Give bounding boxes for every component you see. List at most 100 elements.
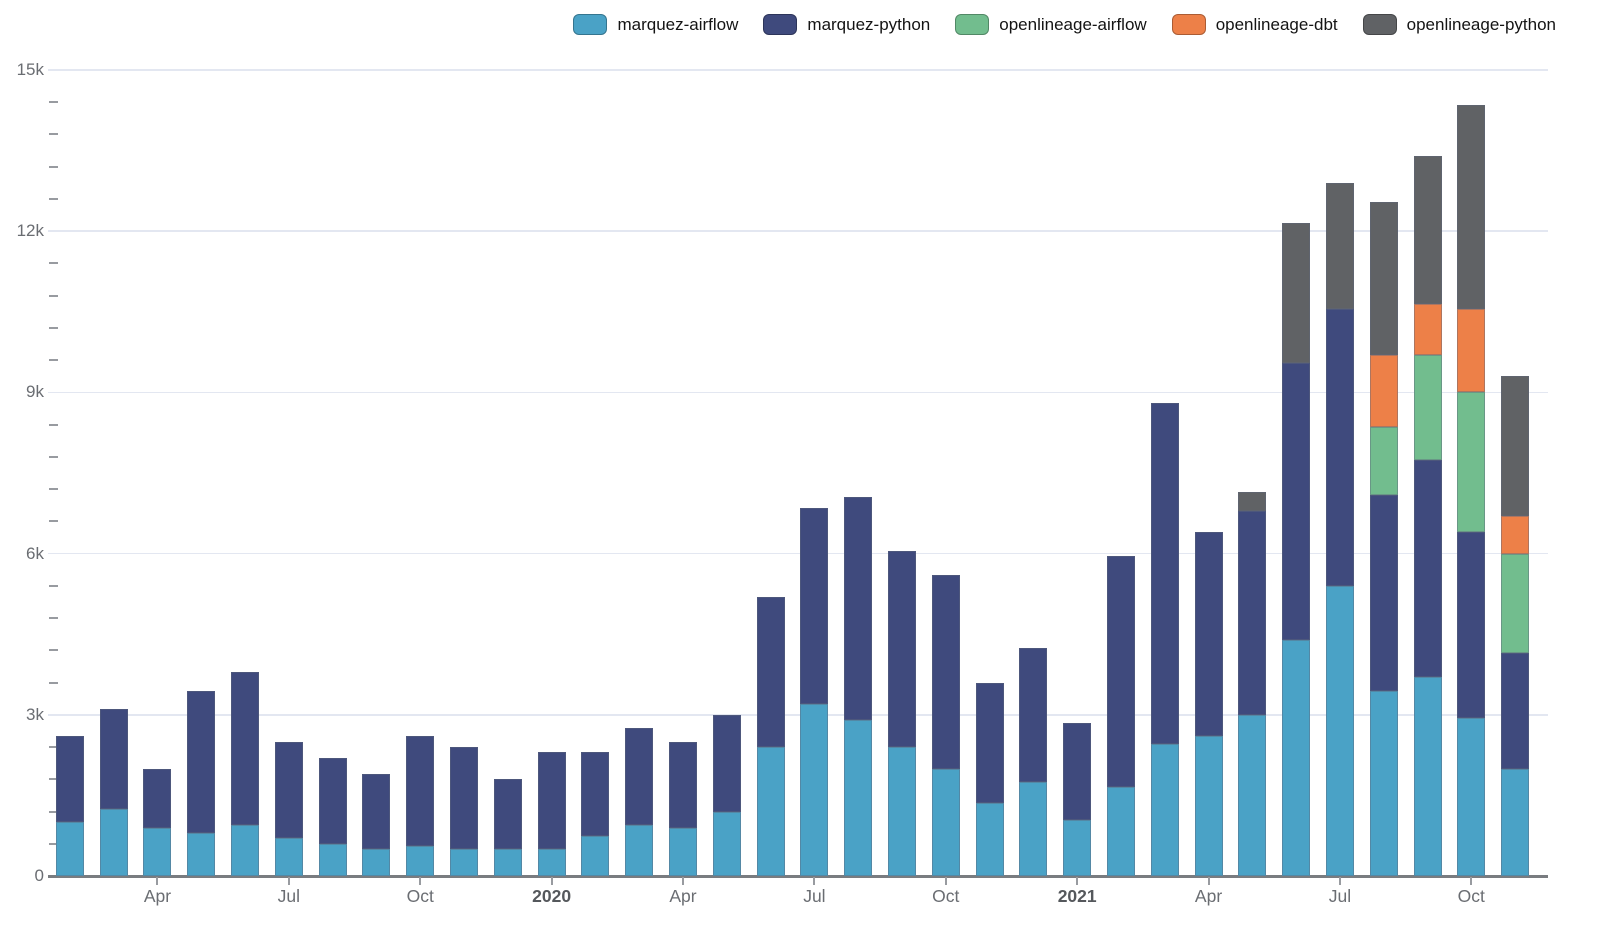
- bar-segment-marquez-airflow[interactable]: [1194, 736, 1223, 876]
- bar-segment-marquez-python[interactable]: [1501, 653, 1530, 769]
- bar-segment-marquez-airflow[interactable]: [975, 803, 1004, 876]
- bar-nov-2021[interactable]: [1501, 376, 1530, 876]
- bar-may-2020[interactable]: [712, 714, 741, 876]
- bar-oct-2019[interactable]: [406, 736, 435, 876]
- bar-segment-marquez-python[interactable]: [887, 550, 916, 748]
- bar-segment-marquez-python[interactable]: [1282, 362, 1311, 640]
- bar-sep-2020[interactable]: [887, 550, 916, 876]
- bar-segment-marquez-python[interactable]: [231, 671, 260, 825]
- bar-segment-openlineage-dbt[interactable]: [1369, 354, 1398, 428]
- legend-item-openlineage-airflow[interactable]: openlineage-airflow: [955, 13, 1147, 35]
- bar-segment-marquez-airflow[interactable]: [625, 824, 654, 876]
- bar-segment-openlineage-python[interactable]: [1325, 182, 1354, 310]
- bar-jun-2019[interactable]: [231, 671, 260, 876]
- bar-nov-2019[interactable]: [450, 747, 479, 876]
- bar-segment-marquez-airflow[interactable]: [318, 843, 347, 876]
- bar-apr-2019[interactable]: [143, 768, 172, 876]
- bar-segment-marquez-airflow[interactable]: [55, 822, 84, 876]
- bar-segment-openlineage-dbt[interactable]: [1413, 303, 1442, 355]
- bar-segment-marquez-python[interactable]: [143, 768, 172, 828]
- bar-segment-marquez-python[interactable]: [362, 773, 391, 850]
- bar-segment-openlineage-python[interactable]: [1457, 104, 1486, 310]
- bar-segment-marquez-airflow[interactable]: [1369, 690, 1398, 876]
- bar-segment-marquez-airflow[interactable]: [1457, 717, 1486, 876]
- bar-dec-2020[interactable]: [1019, 647, 1048, 876]
- bar-segment-marquez-python[interactable]: [625, 728, 654, 825]
- bar-nov-2020[interactable]: [975, 682, 1004, 876]
- bar-may-2021[interactable]: [1238, 491, 1267, 876]
- bar-segment-openlineage-python[interactable]: [1413, 156, 1442, 304]
- bar-sep-2019[interactable]: [362, 773, 391, 876]
- bar-oct-2021[interactable]: [1457, 104, 1486, 876]
- bar-segment-marquez-airflow[interactable]: [1019, 781, 1048, 876]
- bar-segment-marquez-airflow[interactable]: [406, 846, 435, 876]
- bar-segment-marquez-python[interactable]: [1325, 309, 1354, 586]
- bar-segment-marquez-python[interactable]: [931, 575, 960, 769]
- bar-segment-marquez-python[interactable]: [406, 736, 435, 847]
- bar-segment-marquez-airflow[interactable]: [800, 704, 829, 876]
- bar-feb-2021[interactable]: [1106, 556, 1135, 876]
- bar-segment-marquez-airflow[interactable]: [1501, 768, 1530, 876]
- bar-aug-2021[interactable]: [1369, 201, 1398, 876]
- bar-feb-2020[interactable]: [581, 752, 610, 876]
- bar-mar-2021[interactable]: [1150, 403, 1179, 876]
- bar-segment-openlineage-airflow[interactable]: [1413, 354, 1442, 460]
- bar-segment-marquez-python[interactable]: [274, 741, 303, 839]
- legend-item-openlineage-python[interactable]: openlineage-python: [1362, 13, 1556, 35]
- bar-segment-marquez-airflow[interactable]: [99, 808, 128, 876]
- bar-segment-marquez-python[interactable]: [1238, 510, 1267, 715]
- bar-segment-marquez-python[interactable]: [1063, 722, 1092, 820]
- bar-segment-marquez-airflow[interactable]: [187, 833, 216, 876]
- bar-segment-marquez-airflow[interactable]: [844, 720, 873, 876]
- bar-segment-marquez-python[interactable]: [1194, 532, 1223, 737]
- bar-segment-openlineage-python[interactable]: [1501, 376, 1530, 517]
- bar-segment-marquez-airflow[interactable]: [1325, 585, 1354, 876]
- bar-segment-marquez-python[interactable]: [493, 779, 522, 850]
- bar-segment-marquez-airflow[interactable]: [450, 849, 479, 876]
- legend-item-marquez-airflow[interactable]: marquez-airflow: [573, 13, 738, 35]
- bar-segment-marquez-python[interactable]: [450, 747, 479, 850]
- bar-segment-marquez-airflow[interactable]: [1063, 819, 1092, 876]
- bar-may-2019[interactable]: [187, 690, 216, 876]
- legend-item-openlineage-dbt[interactable]: openlineage-dbt: [1171, 13, 1338, 35]
- bar-segment-openlineage-airflow[interactable]: [1457, 392, 1486, 533]
- bar-jan-2020[interactable]: [537, 752, 566, 876]
- bar-jul-2019[interactable]: [274, 741, 303, 876]
- bar-segment-marquez-python[interactable]: [187, 690, 216, 834]
- bar-segment-marquez-airflow[interactable]: [231, 824, 260, 876]
- bar-segment-marquez-python[interactable]: [1150, 403, 1179, 745]
- bar-segment-marquez-python[interactable]: [537, 752, 566, 850]
- bar-segment-openlineage-airflow[interactable]: [1501, 553, 1530, 654]
- bar-segment-marquez-python[interactable]: [800, 507, 829, 705]
- bar-segment-marquez-airflow[interactable]: [274, 838, 303, 876]
- bar-apr-2020[interactable]: [669, 741, 697, 876]
- bar-segment-marquez-airflow[interactable]: [1238, 714, 1267, 876]
- bar-segment-marquez-python[interactable]: [1457, 532, 1486, 718]
- bar-segment-marquez-python[interactable]: [1019, 647, 1048, 782]
- bar-segment-marquez-airflow[interactable]: [362, 849, 391, 876]
- bar-segment-marquez-airflow[interactable]: [887, 747, 916, 876]
- bar-mar-2020[interactable]: [625, 728, 654, 876]
- bar-segment-marquez-python[interactable]: [975, 682, 1004, 804]
- bar-segment-openlineage-dbt[interactable]: [1457, 309, 1486, 393]
- bar-jul-2021[interactable]: [1325, 182, 1354, 876]
- bar-segment-marquez-airflow[interactable]: [537, 849, 566, 876]
- bar-segment-marquez-airflow[interactable]: [1413, 677, 1442, 876]
- bar-aug-2020[interactable]: [844, 497, 873, 876]
- bar-segment-marquez-python[interactable]: [55, 736, 84, 823]
- bar-jul-2020[interactable]: [800, 507, 829, 876]
- bar-segment-marquez-airflow[interactable]: [493, 849, 522, 876]
- bar-segment-marquez-airflow[interactable]: [931, 768, 960, 876]
- bar-apr-2021[interactable]: [1194, 532, 1223, 876]
- bar-mar-2019[interactable]: [99, 709, 128, 876]
- bar-segment-marquez-airflow[interactable]: [581, 835, 610, 876]
- bar-jun-2020[interactable]: [756, 596, 785, 876]
- bar-segment-marquez-python[interactable]: [581, 752, 610, 836]
- bar-segment-marquez-airflow[interactable]: [712, 811, 741, 876]
- bar-segment-openlineage-python[interactable]: [1238, 491, 1267, 511]
- bar-aug-2019[interactable]: [318, 757, 347, 876]
- bar-segment-openlineage-python[interactable]: [1369, 201, 1398, 355]
- bar-segment-marquez-python[interactable]: [1413, 459, 1442, 678]
- bar-jan-2021[interactable]: [1063, 722, 1092, 876]
- bar-segment-marquez-airflow[interactable]: [669, 827, 697, 876]
